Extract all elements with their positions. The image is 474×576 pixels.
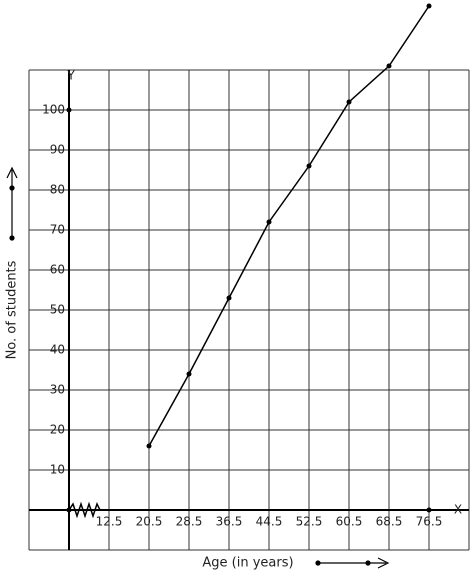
x-tick-label: 52.5: [296, 515, 323, 529]
grid: [29, 70, 469, 550]
x-axis-name: X: [454, 503, 462, 517]
x-tick-label: 60.5: [336, 515, 363, 529]
y-tick-label: 10: [50, 463, 65, 477]
x-tick-label: 28.5: [176, 515, 203, 529]
y-tick-label: 30: [50, 383, 65, 397]
x-tick-label: 76.5: [416, 515, 443, 529]
y-tick-label: 70: [50, 223, 65, 237]
data-line: [148, 5, 430, 447]
data-point: [226, 295, 232, 301]
arrow-decoration: [6, 166, 390, 569]
data-point: [146, 443, 152, 449]
data-point: [306, 163, 312, 169]
data-point: [346, 99, 352, 105]
y-tick-label: 50: [50, 303, 65, 317]
axis-break: [68, 501, 101, 519]
data-point: [186, 371, 192, 377]
x-tick-label: 68.5: [376, 515, 403, 529]
data-point: [386, 63, 392, 69]
x-tick-label: 20.5: [136, 515, 163, 529]
y-axis-label: No. of students: [5, 260, 20, 359]
y-tick-label: 80: [50, 183, 65, 197]
y-tick-label: 40: [50, 343, 65, 357]
x-tick-label: 12.5: [96, 515, 123, 529]
x-tick-label: 44.5: [256, 515, 283, 529]
y-tick-label: 60: [50, 263, 65, 277]
data-point: [426, 3, 432, 9]
y-tick-label: 20: [50, 423, 65, 437]
x-axis-label: Age (in years): [202, 556, 293, 571]
plot: [146, 3, 432, 449]
axes: [29, 70, 469, 550]
x-tick-label: 36.5: [216, 515, 243, 529]
data-point: [266, 219, 272, 225]
y-tick-label: 100: [42, 103, 65, 117]
y-axis-name: Y: [66, 69, 75, 83]
y-tick-label: 90: [50, 143, 65, 157]
